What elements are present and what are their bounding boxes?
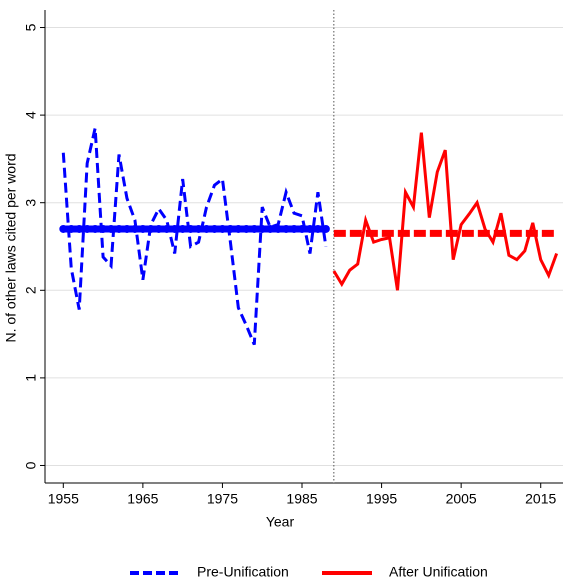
mean-marker xyxy=(218,224,227,233)
mean-marker xyxy=(75,224,84,233)
mean-marker xyxy=(186,224,195,233)
mean-marker xyxy=(91,224,100,233)
mean-marker xyxy=(242,224,251,233)
x-tick-label: 1975 xyxy=(207,491,238,507)
mean-marker xyxy=(138,224,147,233)
mean-marker xyxy=(234,224,243,233)
data-line xyxy=(332,132,559,291)
y-tick-label: 5 xyxy=(23,23,39,31)
mean-marker xyxy=(146,224,155,233)
mean-marker xyxy=(194,224,203,233)
mean-marker xyxy=(298,224,307,233)
mean-marker xyxy=(250,224,259,233)
y-tick-label: 1 xyxy=(23,374,39,382)
x-tick-label: 1955 xyxy=(48,491,79,507)
y-tick-label: 3 xyxy=(23,199,39,207)
mean-marker xyxy=(266,224,275,233)
mean-marker xyxy=(67,224,76,233)
mean-marker xyxy=(83,224,92,233)
mean-marker xyxy=(178,224,187,233)
mean-marker xyxy=(290,224,299,233)
mean-marker xyxy=(115,224,123,233)
mean-marker xyxy=(305,224,314,233)
mean-marker xyxy=(226,224,235,233)
mean-marker xyxy=(202,224,211,233)
data-line xyxy=(61,127,328,346)
x-tick-label: 1985 xyxy=(286,491,317,507)
mean-marker xyxy=(274,224,283,233)
y-axis-label: N. of other laws cited per word xyxy=(3,153,19,342)
mean-marker xyxy=(59,224,68,233)
mean-marker xyxy=(210,224,219,233)
mean-marker xyxy=(313,224,322,233)
mean-marker xyxy=(258,224,267,233)
mean-marker xyxy=(154,224,163,233)
mean-marker xyxy=(321,224,330,233)
x-tick-label: 1995 xyxy=(366,491,397,507)
mean-marker xyxy=(162,224,171,233)
legend-label: After Unification xyxy=(389,564,488,580)
x-tick-label: 2005 xyxy=(446,491,477,507)
mean-marker xyxy=(130,224,139,233)
mean-marker xyxy=(99,224,108,233)
x-tick-label: 1965 xyxy=(127,491,158,507)
mean-marker xyxy=(107,224,116,233)
x-tick-label: 2015 xyxy=(525,491,556,507)
y-tick-label: 4 xyxy=(23,111,39,119)
mean-marker xyxy=(282,224,291,233)
y-tick-label: 0 xyxy=(23,461,39,469)
legend-label: Pre-Unification xyxy=(197,564,289,580)
mean-marker xyxy=(170,224,179,233)
mean-marker xyxy=(122,224,131,233)
y-tick-label: 2 xyxy=(23,286,39,294)
x-axis-label: Year xyxy=(266,514,295,530)
